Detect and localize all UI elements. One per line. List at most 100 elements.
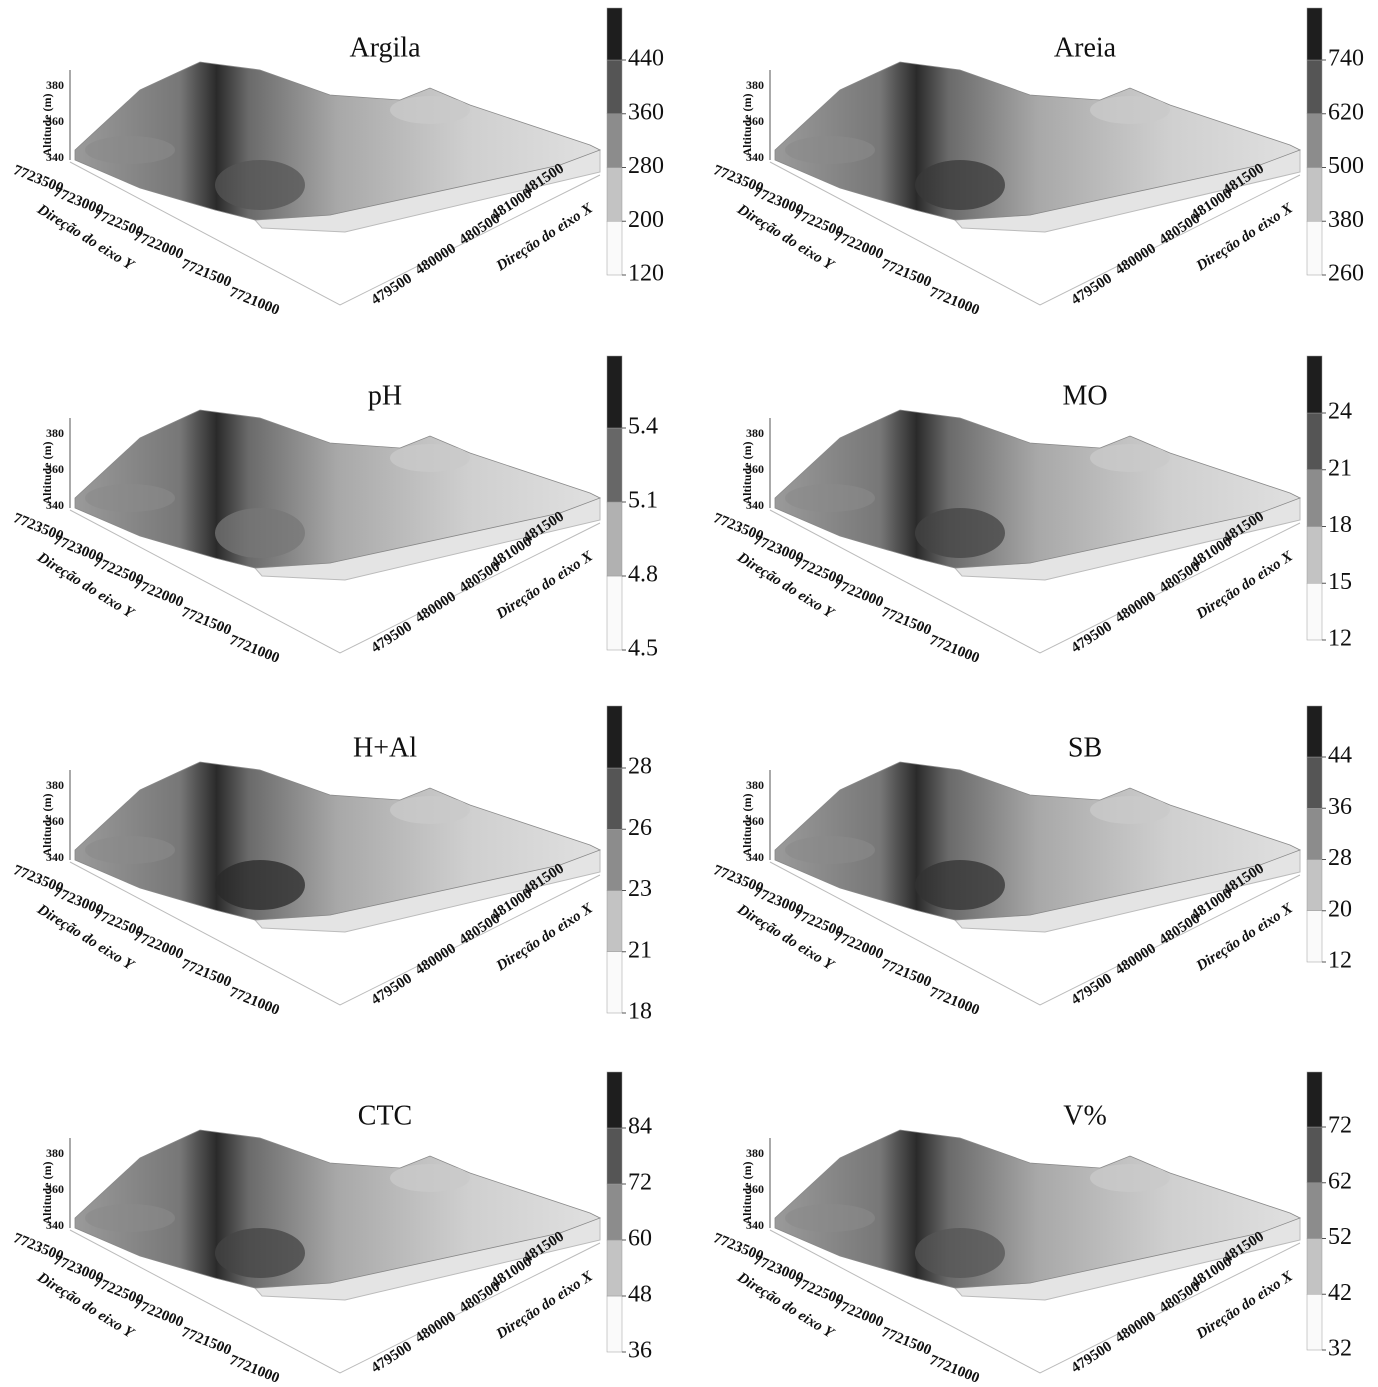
x-tick-label: 480000 <box>412 589 458 627</box>
y-tick-label: 7721500 <box>879 1324 934 1359</box>
surface-zone <box>785 484 875 512</box>
axis-line <box>769 861 1301 1006</box>
colorbar-tick-label: 36 <box>628 1338 652 1364</box>
surface-zone <box>215 860 305 910</box>
chart-title: SB <box>1068 732 1102 763</box>
colorbar-band <box>1306 1294 1323 1351</box>
y-tick-label: 7721000 <box>227 632 282 667</box>
z-tick-label: 360 <box>46 1182 64 1196</box>
colorbar-tick-label: 18 <box>628 999 652 1025</box>
colorbar-band <box>606 1071 623 1129</box>
surface-zone <box>1090 1164 1170 1192</box>
colorbar-band <box>1306 1182 1323 1239</box>
panel: V%Altitude (m)34036038077235007723000772… <box>711 1100 1301 1387</box>
colorbar-tick-label: 12 <box>1328 626 1352 652</box>
x-tick-label: 480000 <box>1112 589 1158 627</box>
x-tick-label: 480000 <box>1112 941 1158 979</box>
z-axis-label: Altitude (m) <box>40 442 54 505</box>
colorbar-band <box>606 767 623 830</box>
colorbar-tick-label: 380 <box>1328 207 1364 233</box>
surface <box>774 1129 1301 1289</box>
colorbar-tick-label: 500 <box>1328 153 1364 179</box>
colorbar: 260 380 500 620 740 <box>1306 7 1364 287</box>
colorbar-tick-label: 20 <box>1328 896 1352 922</box>
colorbar: 18 21 23 26 28 <box>606 705 652 1025</box>
y-tick-label: 7722000 <box>131 1296 186 1331</box>
colorbar-band <box>1306 1126 1323 1183</box>
surface-zone <box>390 96 470 124</box>
surface-zone <box>215 508 305 558</box>
colorbar-band <box>606 1295 623 1353</box>
colorbar-band <box>1306 7 1323 61</box>
colorbar-tick-label: 42 <box>1328 1280 1352 1306</box>
surface-zone <box>785 1204 875 1232</box>
colorbar-band <box>606 427 623 503</box>
surface-zone <box>85 1204 175 1232</box>
colorbar-tick-label: 48 <box>628 1282 652 1308</box>
colorbar: 120 200 280 360 440 <box>606 7 664 287</box>
colorbar-band <box>1306 808 1323 860</box>
y-tick-label: 7722000 <box>131 928 186 963</box>
x-tick-label: 479500 <box>368 1339 414 1377</box>
colorbar-band <box>606 501 623 577</box>
colorbar-tick-label: 5.1 <box>628 488 658 514</box>
z-axis-label: Altitude (m) <box>740 442 754 505</box>
z-tick-label: 380 <box>746 1146 764 1160</box>
z-tick-label: 340 <box>746 1218 764 1232</box>
colorbar-band <box>606 890 623 952</box>
colorbar-band <box>1306 526 1323 584</box>
z-axis-label: Altitude (m) <box>40 1162 54 1225</box>
z-axis-label: Altitude (m) <box>40 94 54 157</box>
z-tick-label: 360 <box>46 814 64 828</box>
axis-line <box>69 161 601 306</box>
colorbar-band <box>606 829 623 891</box>
z-tick-label: 360 <box>46 114 64 128</box>
z-tick-label: 360 <box>746 1182 764 1196</box>
surface-zone <box>390 444 470 472</box>
surface-zone <box>915 860 1005 910</box>
x-tick-label: 479500 <box>1068 271 1114 309</box>
colorbar-band <box>1306 59 1323 114</box>
surface-zone <box>785 836 875 864</box>
colorbar-band <box>606 113 623 168</box>
colorbar-tick-label: 620 <box>1328 99 1364 125</box>
colorbar-tick-label: 72 <box>1328 1113 1352 1139</box>
colorbar-tick-label: 360 <box>628 99 664 125</box>
x-tick-label: 479500 <box>368 971 414 1009</box>
z-tick-label: 380 <box>46 426 64 440</box>
colorbar-tick-label: 84 <box>628 1114 652 1140</box>
x-tick-label: 480000 <box>412 241 458 279</box>
surface-zone <box>1090 444 1170 472</box>
colorbar-tick-label: 52 <box>1328 1224 1352 1250</box>
colorbar-tick-label: 5.4 <box>628 414 658 440</box>
colorbar-band <box>1306 583 1323 641</box>
colorbar-band <box>1306 859 1323 911</box>
z-tick-label: 340 <box>46 150 64 164</box>
colorbar: 32 42 52 62 72 <box>1306 1071 1352 1362</box>
z-tick-label: 380 <box>46 78 64 92</box>
y-tick-label: 7721000 <box>927 284 982 319</box>
z-axis-label: Altitude (m) <box>40 794 54 857</box>
colorbar-tick-label: 18 <box>1328 512 1352 538</box>
z-tick-label: 380 <box>46 778 64 792</box>
y-tick-label: 7721500 <box>179 956 234 991</box>
y-tick-label: 7722000 <box>831 1296 886 1331</box>
chart-title: Areia <box>1054 32 1117 63</box>
axis-line <box>69 1229 601 1374</box>
colorbar-band <box>606 355 623 429</box>
y-tick-label: 7722000 <box>831 928 886 963</box>
y-tick-label: 7721000 <box>927 984 982 1019</box>
colorbar-band <box>606 221 623 276</box>
colorbar-tick-label: 32 <box>1328 1336 1352 1362</box>
chart-title: pH <box>368 380 402 411</box>
x-tick-label: 480000 <box>412 1309 458 1347</box>
y-tick-label: 7722000 <box>831 576 886 611</box>
axis-line <box>69 861 601 1006</box>
x-tick-label: 479500 <box>368 271 414 309</box>
x-tick-label: 479500 <box>1068 971 1114 1009</box>
colorbar: 36 48 60 72 84 <box>606 1071 652 1364</box>
